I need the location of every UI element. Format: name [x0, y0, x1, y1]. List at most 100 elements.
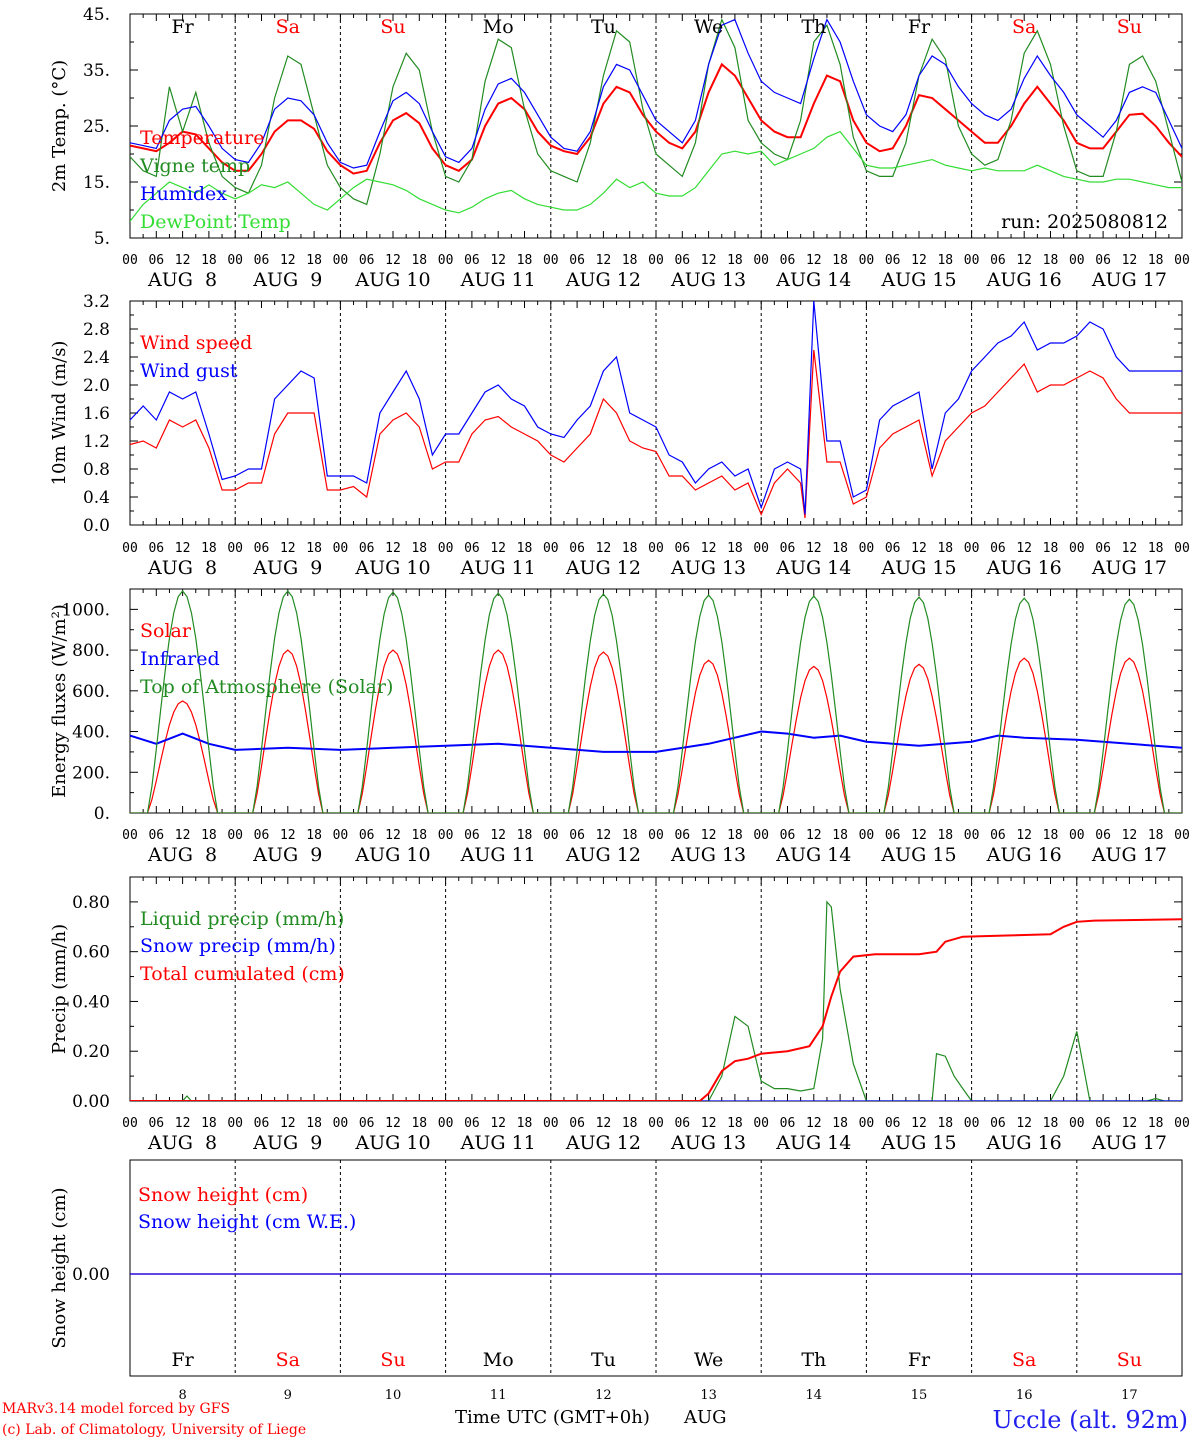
- x-hour-label: 00: [753, 541, 769, 556]
- x-hour-label: 06: [885, 1116, 901, 1131]
- x-hour-label: 06: [254, 1116, 270, 1131]
- weekday-label-top: Sa: [1012, 16, 1036, 38]
- x-hour-label: 06: [148, 253, 164, 268]
- x-hour-label: 06: [464, 541, 480, 556]
- x-hour-label: 00: [333, 1116, 349, 1131]
- x-hour-label: 06: [674, 541, 690, 556]
- x-hour-label: 18: [411, 828, 427, 843]
- day-number-label: 14: [806, 1388, 823, 1403]
- x-date-label: AUG 17: [1091, 269, 1167, 291]
- x-hour-label: 00: [438, 828, 454, 843]
- series-line-vigne-temp: [130, 17, 1182, 206]
- legend-total-cumulated: Total cumulated (cm): [140, 963, 345, 985]
- x-date-label: AUG 9: [252, 1132, 322, 1154]
- legend-vigne-temp: Vigne temp: [139, 155, 250, 177]
- day-number-label: 13: [700, 1388, 717, 1403]
- y-axis-label: Energy fluxes (W/m²): [49, 604, 70, 798]
- x-hour-label: 00: [438, 253, 454, 268]
- x-hour-label: 18: [622, 1116, 638, 1131]
- x-hour-label: 12: [490, 828, 506, 843]
- y-tick-label: 0.4: [83, 488, 110, 508]
- x-hour-label: 00: [1069, 828, 1085, 843]
- y-tick-label: 0.80: [72, 893, 110, 913]
- x-hour-label: 12: [280, 541, 296, 556]
- series-line-top-of-atmosphere-solar-: [130, 590, 1182, 813]
- x-hour-label: 06: [780, 1116, 796, 1131]
- x-hour-label: 06: [569, 541, 585, 556]
- legend-snow-height-we: Snow height (cm W.E.): [138, 1211, 356, 1233]
- x-date-label: AUG 14: [775, 844, 851, 866]
- x-hour-label: 18: [937, 1116, 953, 1131]
- station-label: Uccle (alt. 92m): [992, 1406, 1188, 1434]
- plot-frame: [129, 13, 1183, 239]
- x-hour-label: 12: [175, 828, 191, 843]
- x-hour-label: 06: [359, 253, 375, 268]
- x-hour-label: 12: [280, 253, 296, 268]
- x-hour-label: 06: [885, 253, 901, 268]
- panel-2: 0.0 0.4 0.8 1.2 1.6 2.0 2.4 2.8 3.2 10m Wind (m/s…: [49, 292, 1190, 579]
- x-date-label: AUG 12: [565, 844, 641, 866]
- x-hour-label: 12: [1122, 253, 1138, 268]
- y-axis-label: 2m Temp. (°C): [49, 60, 70, 192]
- x-hour-label: 12: [385, 541, 401, 556]
- x-hour-label: 00: [1174, 253, 1190, 268]
- x-hour-label: 12: [1016, 253, 1032, 268]
- x-hour-label: 12: [596, 828, 612, 843]
- y-tick-label: 2.0: [83, 376, 110, 396]
- x-hour-label: 00: [438, 541, 454, 556]
- x-date-label: AUG 9: [252, 269, 322, 291]
- y-tick-label: 0.8: [83, 460, 110, 480]
- x-hour-label: 00: [753, 828, 769, 843]
- x-date-label: AUG 9: [252, 557, 322, 579]
- x-hour-label: 12: [596, 541, 612, 556]
- x-hour-label: 12: [911, 253, 927, 268]
- y-tick-label: 400.: [72, 723, 110, 743]
- weekday-label-bottom: Mo: [483, 1349, 514, 1371]
- x-hour-label: 00: [859, 253, 875, 268]
- y-tick-label: 0.: [94, 804, 110, 824]
- x-hour-label: 18: [306, 253, 322, 268]
- x-hour-label: 18: [201, 541, 217, 556]
- x-hour-label: 18: [832, 1116, 848, 1131]
- x-hour-label: 00: [1174, 541, 1190, 556]
- x-hour-label: 00: [1174, 828, 1190, 843]
- x-date-label: AUG 13: [670, 269, 746, 291]
- weekday-label-top: Su: [380, 16, 405, 38]
- x-hour-label: 06: [1095, 541, 1111, 556]
- x-hour-label: 00: [1069, 1116, 1085, 1131]
- x-hour-label: 12: [175, 253, 191, 268]
- y-tick-label: 15.: [83, 173, 110, 193]
- x-hour-label: 12: [806, 541, 822, 556]
- x-hour-label: 18: [517, 253, 533, 268]
- x-hour-label: 18: [832, 828, 848, 843]
- x-date-label: AUG 13: [670, 844, 746, 866]
- x-date-label: AUG 11: [460, 269, 536, 291]
- legend-toa-solar: Top of Atmosphere (Solar): [140, 676, 393, 698]
- x-hour-label: 06: [780, 253, 796, 268]
- weekday-label-top: Th: [801, 16, 826, 38]
- x-date-label: AUG 15: [880, 557, 956, 579]
- x-date-label: AUG 14: [775, 557, 851, 579]
- x-date-label: AUG 12: [565, 1132, 641, 1154]
- series-line-humidex: [130, 18, 1182, 169]
- x-date-label: AUG 17: [1091, 844, 1167, 866]
- y-tick-label: 45.: [83, 5, 110, 25]
- x-hour-label: 00: [1069, 541, 1085, 556]
- x-hour-label: 18: [411, 541, 427, 556]
- weekday-label-bottom: Sa: [1012, 1349, 1036, 1371]
- x-hour-label: 12: [385, 1116, 401, 1131]
- x-hour-label: 06: [569, 253, 585, 268]
- x-hour-label: 00: [333, 828, 349, 843]
- x-hour-label: 00: [859, 1116, 875, 1131]
- x-hour-label: 00: [964, 541, 980, 556]
- weekday-label-bottom: Fr: [171, 1349, 194, 1371]
- model-credit: MARv3.14 model forced by GFS: [2, 1401, 230, 1417]
- x-date-label: AUG 9: [252, 844, 322, 866]
- x-hour-label: 18: [1043, 828, 1059, 843]
- legend-liquid-precip: Liquid precip (mm/h): [140, 908, 344, 930]
- x-hour-label: 00: [753, 253, 769, 268]
- x-hour-label: 00: [543, 1116, 559, 1131]
- x-date-label: AUG 14: [775, 269, 851, 291]
- lab-credit: (c) Lab. of Climatology, University of L…: [2, 1422, 306, 1438]
- x-hour-label: 18: [727, 541, 743, 556]
